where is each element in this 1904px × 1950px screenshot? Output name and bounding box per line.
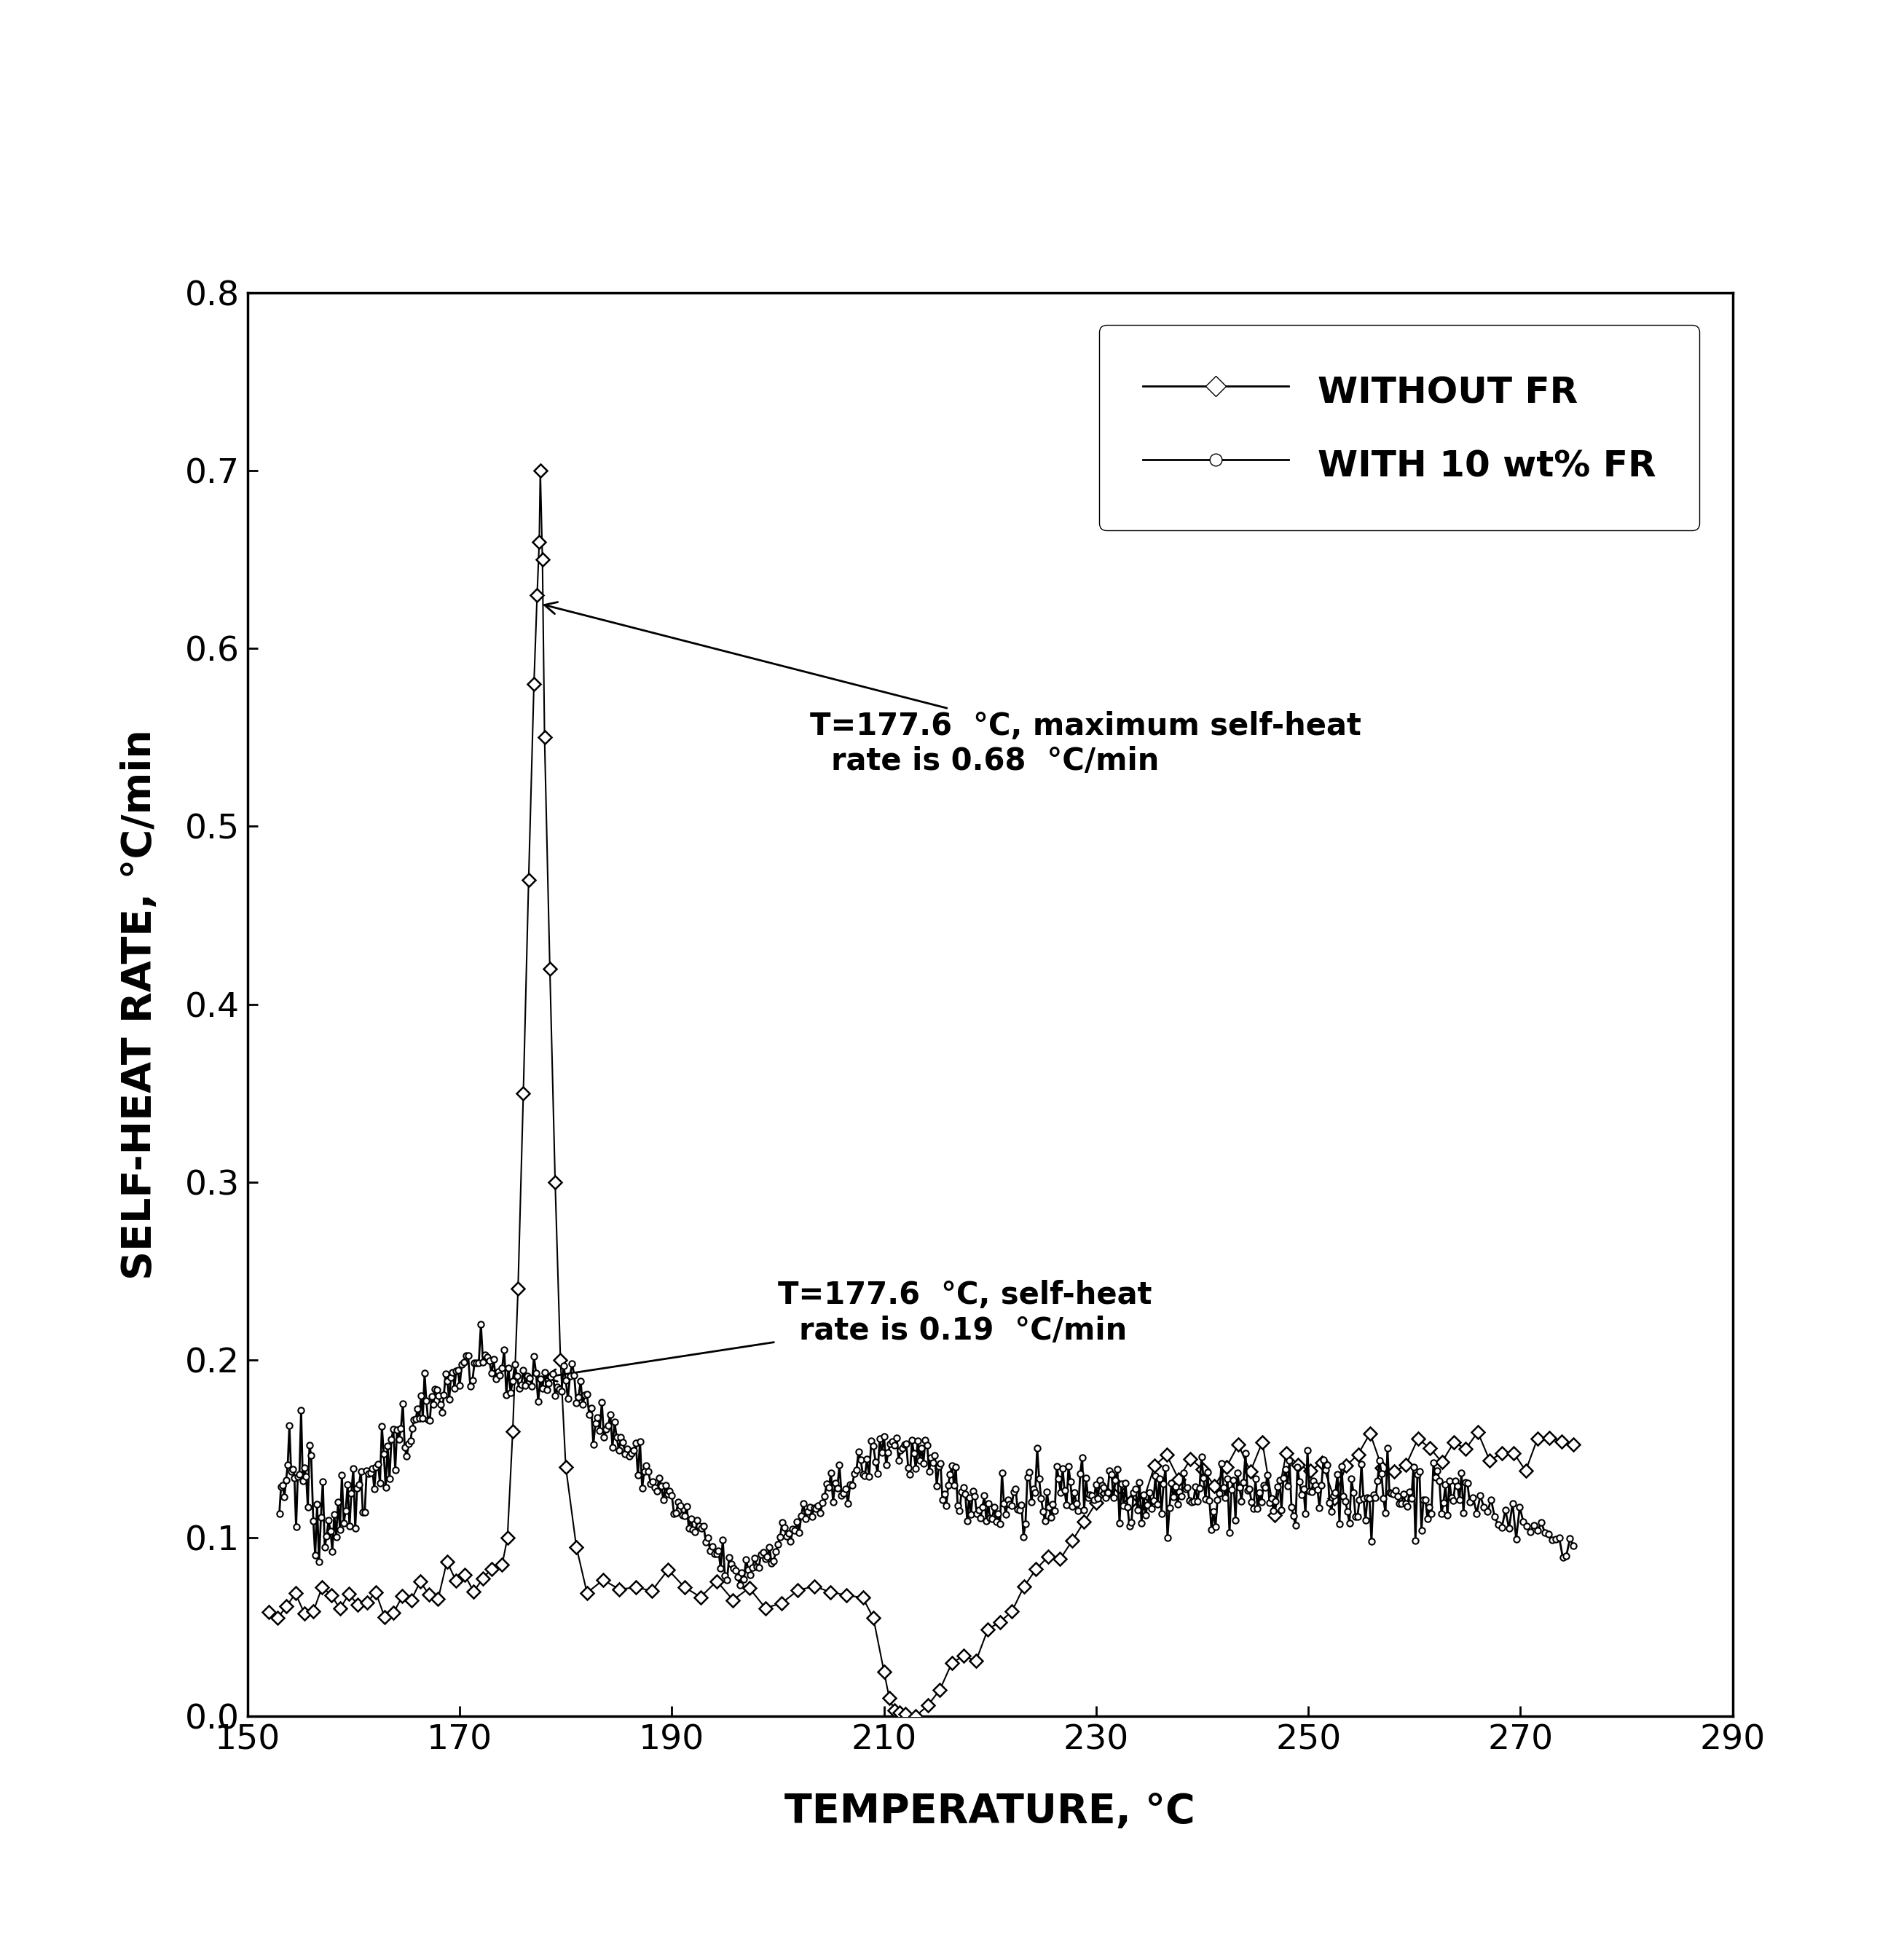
WITH 10 wt% FR xyxy=(937,1474,960,1498)
WITHOUT FR xyxy=(1310,1451,1333,1474)
Legend: WITHOUT FR, WITH 10 wt% FR: WITHOUT FR, WITH 10 wt% FR xyxy=(1099,326,1700,530)
Line: WITHOUT FR: WITHOUT FR xyxy=(265,466,1578,1720)
WITHOUT FR xyxy=(529,458,552,482)
WITH 10 wt% FR xyxy=(1529,1511,1552,1535)
Y-axis label: SELF-HEAT RATE, °C/min: SELF-HEAT RATE, °C/min xyxy=(120,729,160,1279)
X-axis label: TEMPERATURE, °C: TEMPERATURE, °C xyxy=(784,1792,1196,1831)
WITHOUT FR xyxy=(754,1597,777,1620)
WITH 10 wt% FR xyxy=(729,1574,752,1597)
WITH 10 wt% FR xyxy=(268,1502,291,1525)
WITHOUT FR xyxy=(383,1601,406,1624)
WITH 10 wt% FR xyxy=(796,1500,819,1523)
WITH 10 wt% FR xyxy=(470,1312,493,1336)
WITHOUT FR xyxy=(364,1580,387,1603)
WITH 10 wt% FR xyxy=(438,1388,461,1412)
WITHOUT FR xyxy=(257,1601,280,1624)
Line: WITH 10 wt% FR: WITH 10 wt% FR xyxy=(276,1322,1577,1587)
Text: T=177.6  °C, self-heat
  rate is 0.19  °C/min: T=177.6 °C, self-heat rate is 0.19 °C/mi… xyxy=(545,1279,1152,1381)
WITHOUT FR xyxy=(904,1704,927,1728)
WITHOUT FR xyxy=(531,548,554,571)
Text: T=177.6  °C, maximum self-heat
  rate is 0.68  °C/min: T=177.6 °C, maximum self-heat rate is 0.… xyxy=(545,603,1361,776)
WITH 10 wt% FR xyxy=(1104,1468,1127,1492)
WITHOUT FR xyxy=(1561,1433,1584,1457)
WITH 10 wt% FR xyxy=(1561,1535,1584,1558)
WITH 10 wt% FR xyxy=(1110,1472,1133,1496)
WITHOUT FR xyxy=(320,1583,343,1607)
